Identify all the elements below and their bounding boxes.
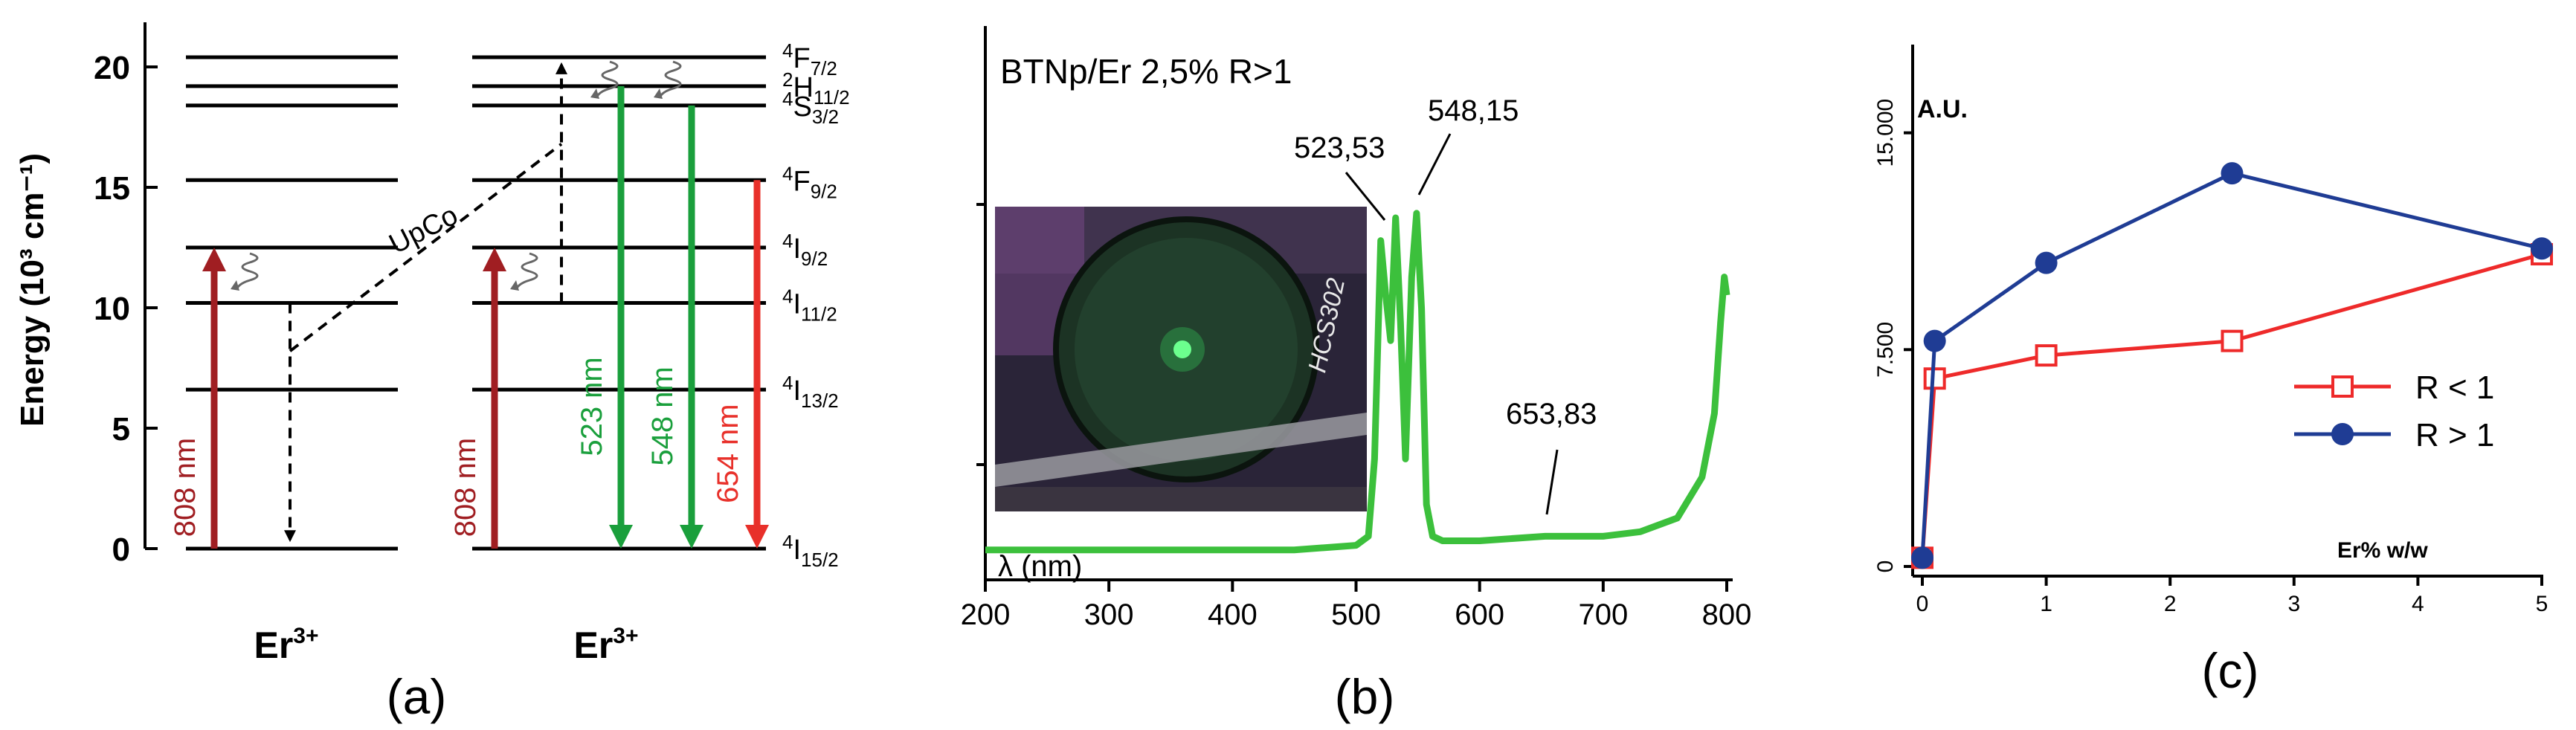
panel-b-title: BTNp/Er 2,5% R>1 bbox=[1000, 52, 1292, 91]
relaxation-top-1 bbox=[595, 60, 619, 98]
excitation-left-label: 808 nm bbox=[169, 438, 202, 537]
panel-c-y-tick-label: 0 bbox=[1873, 561, 1898, 573]
legend-marker-1 bbox=[2331, 423, 2354, 445]
legend-marker-0 bbox=[2331, 375, 2354, 398]
series-point-0 bbox=[2221, 329, 2244, 352]
legend-label-1: R > 1 bbox=[2415, 417, 2494, 453]
relaxation-right-head bbox=[510, 280, 519, 291]
peak-leader-653 bbox=[1545, 449, 1559, 515]
relaxation-top-2 bbox=[658, 60, 682, 98]
panel-a-ion-label-left: Er3+ bbox=[254, 624, 318, 666]
panel-b-spectrum: 200 300 400 500 600 700 800 HCS302 BTNp/Er 2,5… bbox=[961, 26, 1752, 724]
term-label-2H11/2: 2H11/2 bbox=[782, 68, 850, 109]
peak-label-653: 653,83 bbox=[1506, 398, 1597, 430]
panel-b-label: (b) bbox=[1335, 669, 1395, 724]
panel-a-y-tick-label: 0 bbox=[112, 532, 130, 568]
upconversion-dashed-line bbox=[289, 143, 563, 352]
panel-c-x-tick-label: 0 bbox=[1916, 592, 1929, 616]
term-label-4I13/2: 4I13/2 bbox=[782, 372, 839, 412]
panel-c-x-ticks: 0 1 2 3 4 5 bbox=[1916, 576, 2548, 616]
panel-b-x-axis-label: λ (nm) bbox=[998, 550, 1082, 583]
series-point-0 bbox=[2035, 344, 2058, 367]
series-point-1 bbox=[2035, 251, 2058, 274]
panel-a-term-labels: 4I15/2 4I13/2 4I11/2 4I9/2 4F9/2 4S3/22H11/24… bbox=[782, 39, 850, 571]
panel-b-x-tick-label: 700 bbox=[1578, 598, 1628, 631]
panel-c-y-tick-label: 7.500 bbox=[1873, 322, 1898, 378]
peak-label-523: 523,53 bbox=[1294, 132, 1385, 164]
panel-c-x-tick-label: 5 bbox=[2536, 592, 2548, 616]
series-point-1 bbox=[1911, 546, 1933, 569]
relaxation-top-2-head bbox=[654, 88, 663, 100]
panel-b-x-tick-label: 400 bbox=[1208, 598, 1258, 631]
panel-b-peak-labels: 523,53 548,15 653,83 bbox=[1294, 94, 1597, 515]
panel-c-x-axis-label: Er% w/w bbox=[2337, 538, 2428, 563]
inset-photo: HCS302 bbox=[995, 207, 1367, 511]
panel-b-x-tick-label: 300 bbox=[1084, 598, 1134, 631]
peak-label-548: 548,15 bbox=[1428, 94, 1519, 127]
term-label-4I15/2: 4I15/2 bbox=[782, 531, 839, 571]
series-point-1 bbox=[2221, 162, 2244, 185]
panel-a-y-tick-label: 20 bbox=[94, 50, 130, 86]
legend-label-0: R < 1 bbox=[2415, 369, 2494, 406]
series-line-0 bbox=[1920, 252, 2543, 558]
upconversion-label: UpCo bbox=[384, 200, 463, 261]
relaxation-left-head bbox=[231, 280, 239, 291]
emission-548-label: 548 nm bbox=[646, 366, 679, 465]
excitation-left-arrowhead bbox=[202, 248, 226, 271]
panel-b-x-tick-label: 800 bbox=[1702, 598, 1752, 631]
panel-a-label: (a) bbox=[387, 669, 447, 724]
panel-c-x-tick-label: 3 bbox=[2287, 592, 2300, 616]
panel-a-y-tick-label: 10 bbox=[94, 291, 130, 327]
relaxation-top-1-head bbox=[590, 88, 599, 100]
panel-b-x-tick-label: 600 bbox=[1455, 598, 1504, 631]
panel-c-legend: R < 1 R > 1 bbox=[2294, 369, 2494, 453]
panel-b-x-ticks: 200 300 400 500 600 700 800 bbox=[961, 580, 1752, 631]
panel-c-y-axis-label: A.U. bbox=[1917, 95, 1968, 123]
relaxation-left bbox=[235, 252, 259, 290]
excitation-right-arrowhead bbox=[483, 248, 506, 271]
series-point-1 bbox=[1923, 329, 1946, 352]
peak-leader-548 bbox=[1417, 133, 1452, 196]
term-label-4F7/2: 4F7/2 bbox=[782, 39, 837, 80]
panel-b-x-tick-label: 200 bbox=[961, 598, 1011, 631]
emission-654-label: 654 nm bbox=[712, 404, 744, 503]
panel-b-x-tick-label: 500 bbox=[1331, 598, 1381, 631]
term-label-4S3/2: 4S3/2 bbox=[782, 88, 839, 128]
panel-c-series bbox=[1911, 162, 2553, 569]
spectrum-line bbox=[985, 210, 1730, 554]
peak-leader-523 bbox=[1345, 172, 1386, 221]
panel-a-y-axis-label: Energy (10³ cm⁻¹) bbox=[14, 153, 51, 427]
excitation-right-label: 808 nm bbox=[449, 438, 482, 537]
term-label-4I9/2: 4I9/2 bbox=[782, 230, 828, 270]
emission-523-label: 523 nm bbox=[576, 357, 608, 456]
relaxation-right bbox=[515, 252, 538, 290]
panel-a-ion-label-right: Er3+ bbox=[573, 624, 638, 666]
panel-c-x-tick-label: 4 bbox=[2412, 592, 2424, 616]
series-line-1 bbox=[1920, 171, 2543, 558]
panel-c-x-tick-label: 1 bbox=[2040, 592, 2052, 616]
panel-a-y-tick-label: 5 bbox=[112, 411, 130, 448]
term-label-4F9/2: 4F9/2 bbox=[782, 162, 837, 202]
emission-548-arrowhead bbox=[680, 525, 703, 549]
panel-a-y-tick-label: 15 bbox=[94, 170, 130, 207]
emission-523-arrowhead bbox=[609, 525, 633, 549]
panel-c-y-tick-label: 15.000 bbox=[1873, 99, 1898, 167]
panel-c-y-ticks: 0 7.500 15.000 bbox=[1873, 99, 1913, 573]
panel-c-x-tick-label: 2 bbox=[2164, 592, 2177, 616]
panel-a-y-ticks: 0 5 10 15 20 bbox=[94, 50, 158, 568]
emission-654-arrowhead bbox=[745, 525, 769, 549]
panel-c-label: (c) bbox=[2202, 643, 2259, 698]
panel-a-transitions: 808 nm 808 nm 523 nm 548 nm 654 nm UpCo bbox=[169, 60, 769, 549]
term-label-4I11/2: 4I11/2 bbox=[782, 285, 837, 326]
series-point-1 bbox=[2531, 237, 2553, 260]
